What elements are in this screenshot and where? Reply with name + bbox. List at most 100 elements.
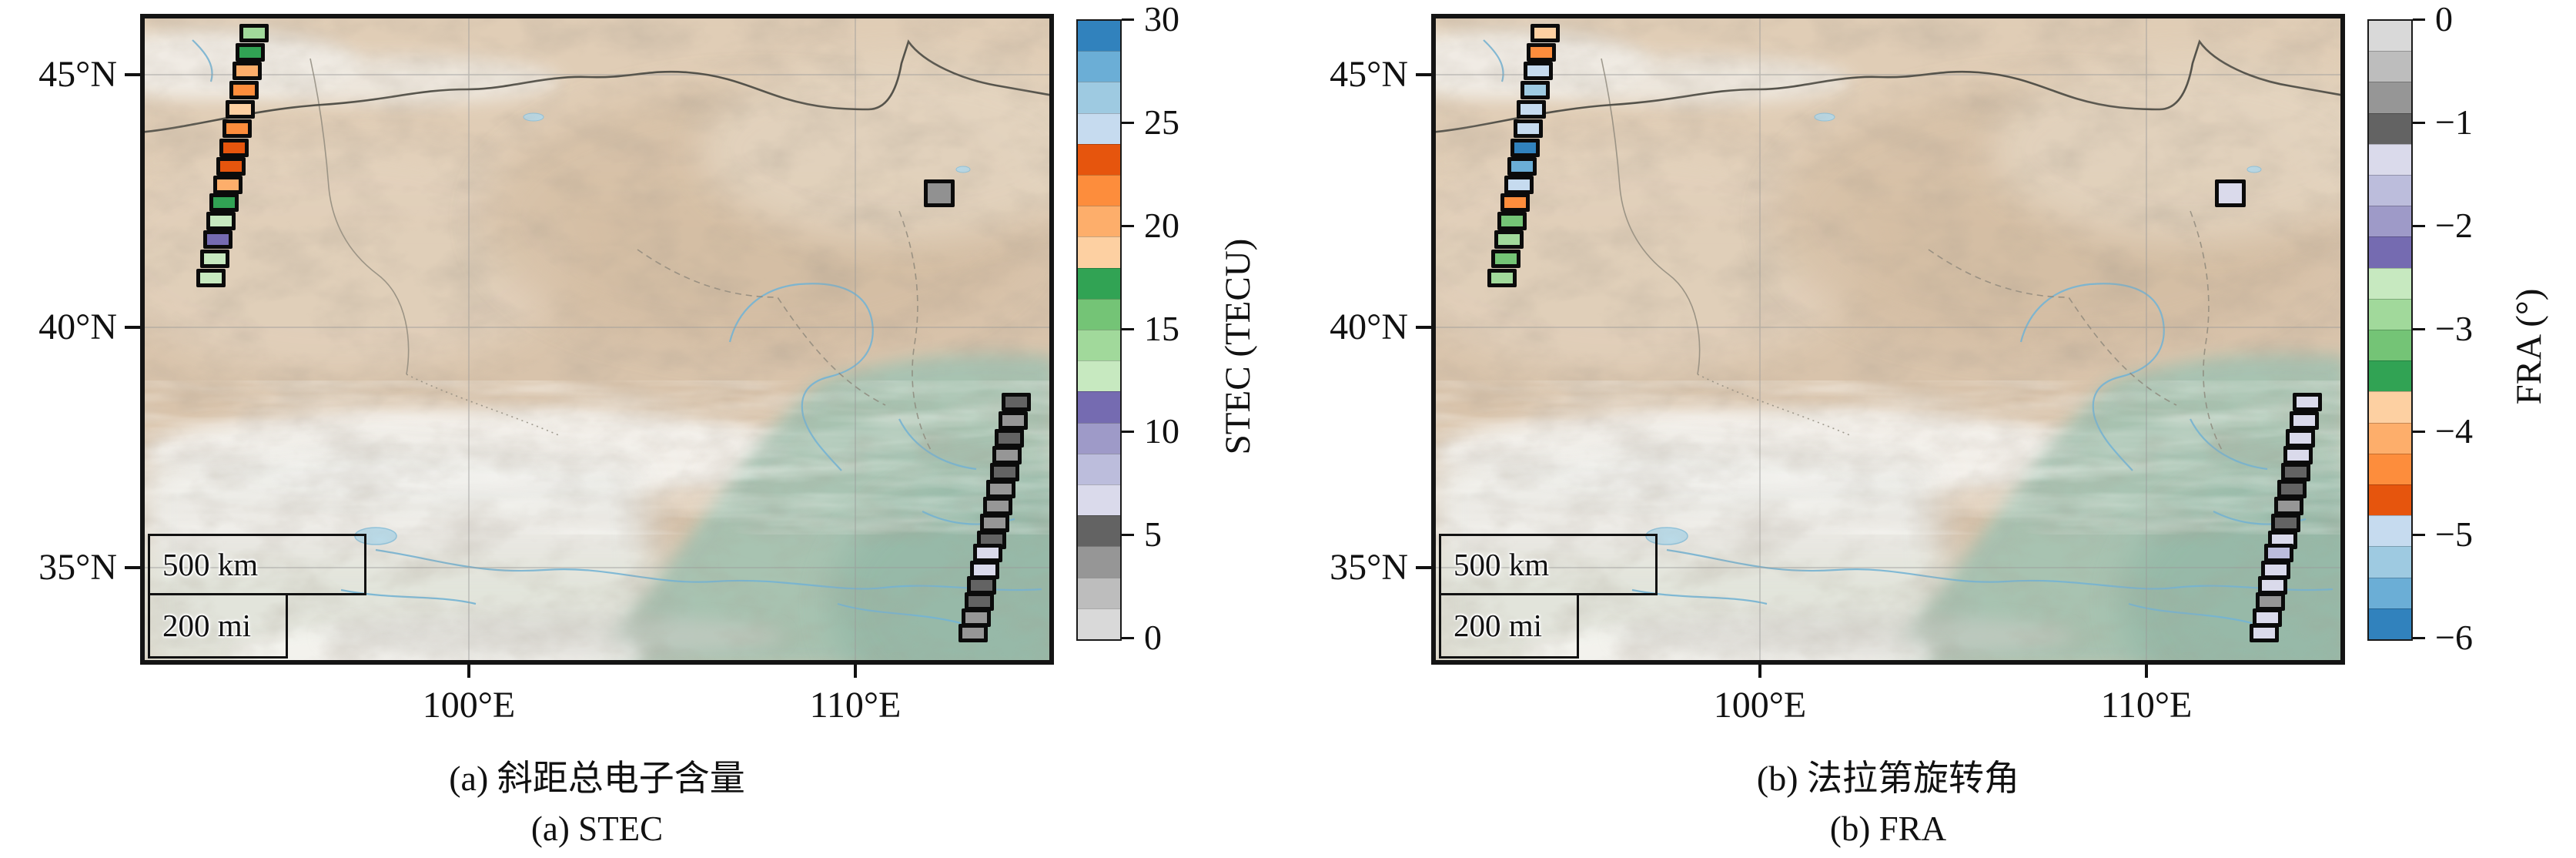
lon-tick-label: 110°E <box>809 685 902 726</box>
colorbar-segment <box>1078 236 1120 268</box>
swath-cell <box>1524 62 1553 80</box>
colorbar-segment <box>2369 143 2411 176</box>
colorbar-segment <box>1078 82 1120 113</box>
swath-cell <box>1517 100 1546 119</box>
swath-cell <box>233 62 262 80</box>
swath-cell <box>2293 393 2322 411</box>
swath-cell <box>999 411 1028 430</box>
colorbar-segment <box>1078 515 1120 547</box>
lat-tick <box>125 73 140 76</box>
swath-cell <box>2271 514 2300 532</box>
scalebar-mi-label: 200 mi <box>1454 608 1543 643</box>
colorbar-segment <box>1078 51 1120 82</box>
swath-cell <box>973 544 1002 562</box>
colorbar-tick-label: 15 <box>1144 308 1179 348</box>
swath-cell <box>239 24 269 42</box>
swath-cell <box>2258 576 2287 595</box>
lon-tick-label: 110°E <box>2100 685 2193 726</box>
swath-cell <box>226 100 255 119</box>
swath-cell <box>986 480 1015 498</box>
colorbar-tick <box>2413 431 2425 434</box>
colorbar-tick <box>2413 121 2425 124</box>
colorbar-segment <box>2369 267 2411 299</box>
colorbar-segment <box>2369 453 2411 485</box>
colorbar-segment <box>2369 484 2411 516</box>
colorbar-segment <box>1078 391 1120 423</box>
panel-fra: 500 km 200 mi 45°N 40°N 35°N 100°E 110°E 0 −1… <box>1330 2 2548 848</box>
swath-cell <box>200 250 229 268</box>
colorbar-tick <box>1122 637 1134 639</box>
swath-cell <box>965 592 994 611</box>
colorbar-tick <box>2413 327 2425 330</box>
scalebar-km-label: 500 km <box>1454 546 1550 582</box>
swath-cell <box>203 230 233 249</box>
swath-cell <box>2290 411 2319 430</box>
swath-cell <box>2250 624 2279 642</box>
swath-cell <box>1507 157 1537 176</box>
swath-cell <box>1527 43 1556 62</box>
colorbar-segment <box>1078 267 1120 299</box>
caption-cn-stec: (a) 斜距总电子含量 <box>449 759 745 798</box>
colorbar-segment <box>2369 546 2411 578</box>
lat-tick <box>1416 326 1431 329</box>
swath-cell <box>995 429 1024 447</box>
colorbar-segment <box>2369 236 2411 268</box>
lon-tick <box>2145 665 2148 678</box>
colorbar-segment <box>2369 330 2411 361</box>
swath-cell <box>216 157 246 176</box>
swath-cell <box>2286 429 2315 447</box>
colorbar-segment <box>2369 298 2411 330</box>
colorbar-segment <box>2369 391 2411 423</box>
swath-cell <box>1504 176 1534 194</box>
swath-cell <box>1491 250 1521 268</box>
colorbar-tick <box>1122 327 1134 330</box>
colorbar-segment <box>1078 546 1120 578</box>
isolated-swath-cell <box>924 179 955 207</box>
lat-tick <box>125 326 140 329</box>
colorbar-segment <box>1078 330 1120 361</box>
colorbar-tick-label: −4 <box>2435 411 2473 451</box>
swath-cell <box>229 81 259 99</box>
colorbar-tick <box>1122 18 1134 21</box>
swath-marker-layer <box>1436 18 2340 660</box>
lat-tick <box>1416 73 1431 76</box>
scalebar-mi: 200 mi <box>148 595 288 659</box>
lon-tick <box>854 665 857 678</box>
colorbar-tick <box>2413 534 2425 537</box>
colorbar-segment <box>2369 112 2411 144</box>
swath-cell <box>206 212 236 230</box>
swath-cell <box>236 43 265 62</box>
colorbar-tick-label: −3 <box>2435 308 2473 348</box>
colorbar-segment <box>2369 577 2411 608</box>
lat-tick <box>1416 566 1431 569</box>
lon-tick-label: 100°E <box>422 685 516 726</box>
swath-cell <box>1500 193 1530 212</box>
colorbar-segment <box>1078 112 1120 144</box>
colorbar-tick <box>2413 224 2425 227</box>
colorbar-title-stec: STEC (TECU) <box>1217 238 1258 455</box>
lat-tick-label: 35°N <box>1330 547 1408 588</box>
swath-cell <box>1521 81 1550 99</box>
scalebar-km: 500 km <box>1439 534 1658 595</box>
swath-cell <box>196 269 226 287</box>
swath-cell <box>2277 480 2307 498</box>
colorbar-segment <box>1078 206 1120 237</box>
colorbar-segment <box>2369 608 2411 640</box>
lon-tick <box>1758 665 1761 678</box>
lat-tick-label: 45°N <box>38 54 117 95</box>
colorbar-tick-label: 0 <box>2435 0 2453 39</box>
colorbar-segment <box>2369 515 2411 547</box>
colorbar-segment <box>2369 51 2411 82</box>
scalebar-km-label: 500 km <box>162 546 259 582</box>
colorbar-segment <box>1078 577 1120 608</box>
caption-en-stec: (a) STEC <box>530 809 664 848</box>
swath-cell <box>2274 497 2303 515</box>
swath-cell <box>2264 544 2293 562</box>
map-stec: 500 km 200 mi <box>140 14 1054 665</box>
swath-cell <box>1497 212 1527 230</box>
colorbar-segment <box>1078 298 1120 330</box>
lat-tick-label: 45°N <box>1330 54 1408 95</box>
colorbar-stec <box>1076 19 1122 641</box>
colorbar-tick-label: 20 <box>1144 205 1179 245</box>
colorbar-segment <box>2369 82 2411 113</box>
